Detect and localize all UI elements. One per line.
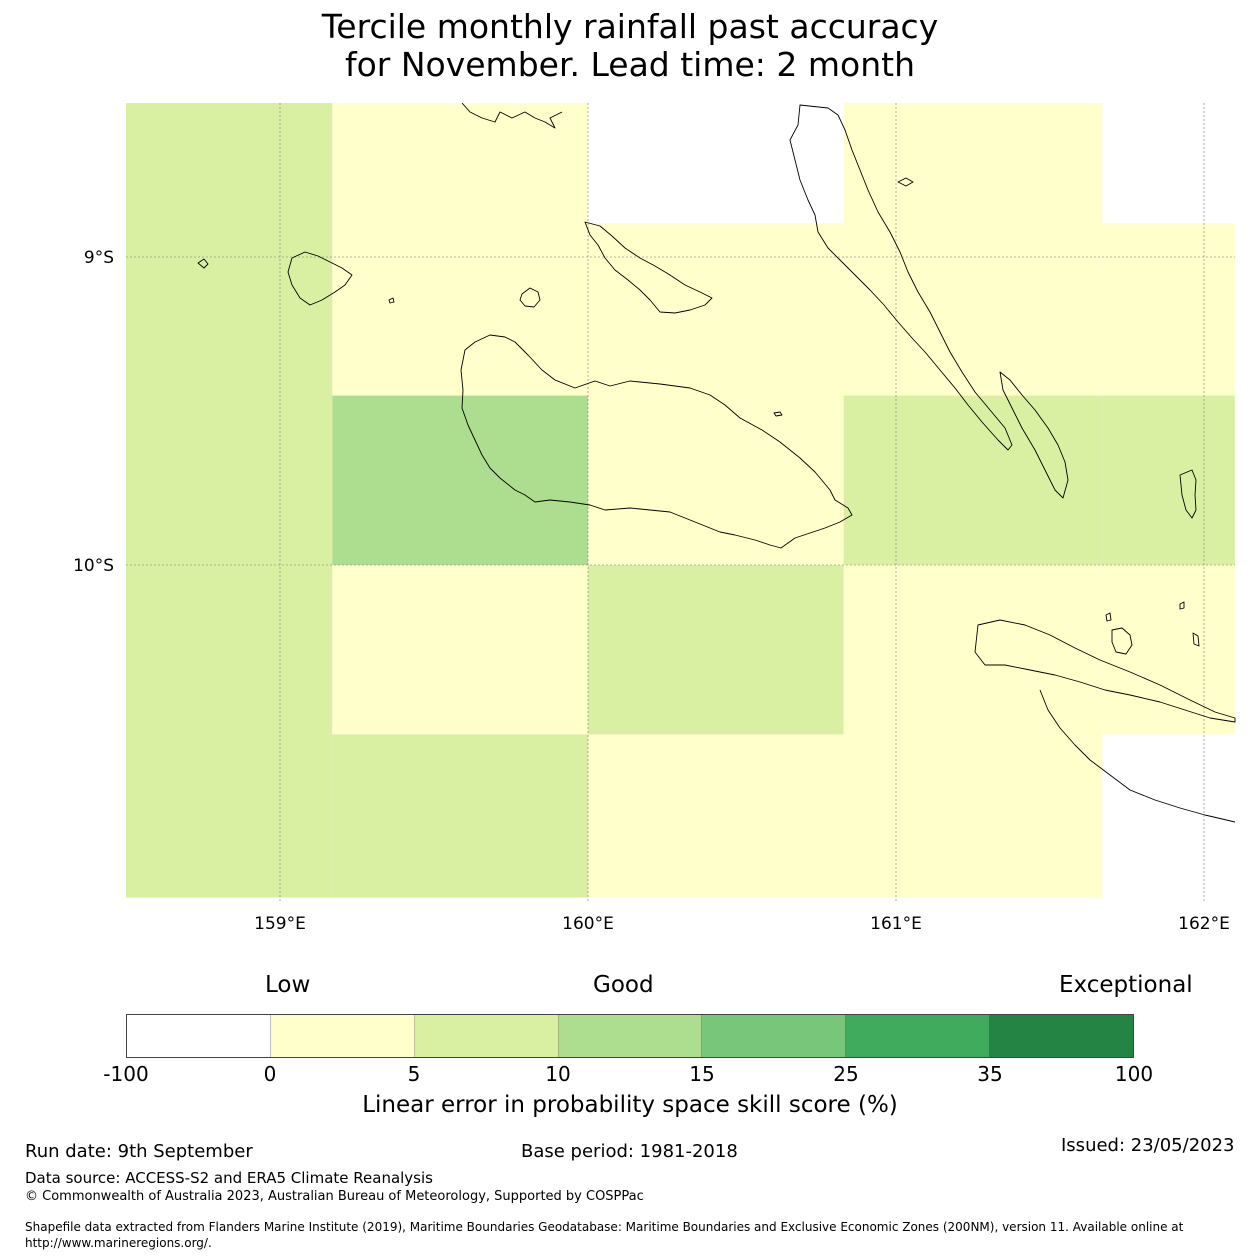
issued-date: Issued: 23/05/2023 [1061, 1135, 1235, 1156]
skill-cell-10-15 [332, 395, 588, 565]
skill-cell-5-10 [1102, 395, 1235, 565]
coastline-islet-1 [197, 258, 209, 269]
skill-colorbar [126, 1014, 1134, 1058]
lon-label-159e: 159°E [254, 914, 306, 934]
coastline-santa-ana [1179, 469, 1197, 519]
map-title-line-2: for November. Lead time: 2 month [344, 45, 915, 84]
colorbar-label: Linear error in probability space skill … [362, 1092, 898, 1118]
map-title-line-1: Tercile monthly rainfall past accuracy [321, 7, 939, 46]
coastline-islet-2 [897, 177, 914, 187]
colorbar-segment-6 [990, 1015, 1134, 1057]
skill-cell-5-10 [843, 395, 1103, 565]
skill-cell-5-10 [332, 734, 588, 898]
coastlines [197, 102, 1236, 823]
colorbar-segment-4 [702, 1015, 847, 1057]
lat-label-9s: 9°S [84, 248, 114, 268]
coastline-russell-islands [287, 251, 353, 306]
lon-label-161e: 161°E [870, 914, 922, 934]
skill-cell-5-10 [126, 103, 333, 898]
colorbar-word-low: Low [265, 972, 311, 998]
colorbar-tick: 0 [263, 1062, 277, 1086]
lon-label-162e: 162°E [1178, 914, 1230, 934]
coastline-makira-south [1039, 689, 1236, 823]
coastline-islet-7 [388, 297, 395, 304]
colorbar-tick: 15 [689, 1062, 715, 1086]
coastline-north-islands [461, 102, 563, 129]
data-source: Data source: ACCESS-S2 and ERA5 Climate … [25, 1169, 433, 1187]
lon-label-160e: 160°E [562, 914, 614, 934]
base-period: Base period: 1981-2018 [521, 1141, 738, 1162]
graticule-lines [126, 103, 1235, 903]
colorbar-word-exceptional: Exceptional [1059, 972, 1193, 998]
skill-cell-0-5 [588, 395, 844, 565]
skill-cell-0-5 [332, 565, 588, 735]
coastline-makira [974, 619, 1236, 723]
skill-cell-0-5 [1102, 565, 1235, 735]
longitude-labels: 159°E 160°E 161°E 162°E [254, 914, 1230, 934]
colorbar-tick: 100 [1114, 1062, 1154, 1086]
lat-label-10s: 10°S [73, 556, 114, 576]
colorbar-segment-3 [558, 1015, 703, 1057]
skill-cell-0-5 [843, 103, 1103, 396]
coastline-islet-6 [1192, 632, 1200, 647]
colorbar-segment-1 [270, 1015, 415, 1057]
coastline-ugi [1111, 627, 1133, 655]
colorbar-tick: -100 [103, 1062, 149, 1086]
colorbar-segment-2 [414, 1015, 559, 1057]
coastline-savo [519, 287, 541, 308]
coastline-malaita [789, 104, 1013, 451]
coastline-islet-4 [1105, 612, 1112, 622]
skill-grid-cells [126, 103, 1235, 898]
colorbar-tick: 10 [545, 1062, 571, 1086]
skill-cell-0-5 [843, 565, 1103, 898]
coastline-nggela [584, 221, 713, 314]
coastline-guadalcanal [460, 334, 853, 549]
copyright: © Commonwealth of Australia 2023, Austra… [25, 1189, 644, 1204]
colorbar-word-good: Good [593, 972, 654, 998]
skill-cell-0-5 [588, 734, 844, 898]
skill-cell-0-5 [332, 103, 588, 396]
skill-cell-5-10 [588, 565, 844, 735]
coastline-islet-5 [1179, 601, 1185, 610]
colorbar-tick: 35 [977, 1062, 1003, 1086]
shapefile-credit-line-2: http://www.marineregions.org/. [25, 1236, 212, 1250]
skill-cell-0-5 [1102, 223, 1235, 396]
colorbar-segment-5 [846, 1015, 991, 1057]
coastline-small-malaita [999, 371, 1069, 499]
colorbar-tick: 25 [833, 1062, 859, 1086]
run-date: Run date: 9th September [25, 1141, 253, 1162]
colorbar-tick: 5 [407, 1062, 421, 1086]
latitude-labels: 9°S 10°S [73, 248, 114, 576]
rainfall-accuracy-map: 9°S 10°S 159°E 160°E 161°E 162°E [73, 102, 1236, 934]
colorbar-segment-0 [127, 1015, 271, 1057]
shapefile-credit-line-1: Shapefile data extracted from Flanders M… [25, 1220, 1184, 1234]
coastline-islet-3 [773, 411, 783, 417]
